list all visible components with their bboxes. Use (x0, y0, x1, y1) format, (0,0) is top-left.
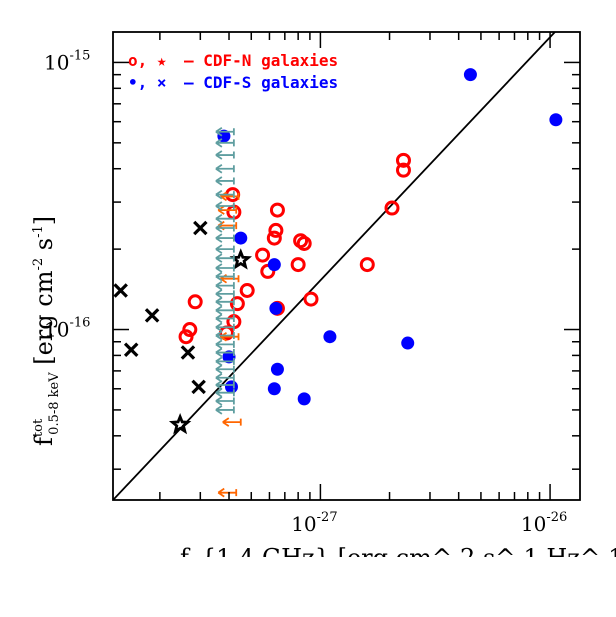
data-point-open-circle (229, 296, 245, 312)
data-point-cross (180, 345, 196, 360)
x-tick-label: 10-26 (521, 510, 567, 536)
data-point-open-circle (239, 282, 255, 298)
data-point-open-circle (255, 247, 271, 263)
data-point-upper-limit-arrow (215, 253, 235, 263)
data-point-upper-limit-arrow (215, 347, 235, 358)
data-point-upper-limit-arrow (215, 163, 235, 174)
data-point-upper-limit-arrow (215, 138, 235, 148)
x-tick-label: 10-27 (291, 510, 337, 536)
data-point-upper-limit-arrow (215, 372, 235, 383)
data-point-open-circle (395, 162, 411, 178)
tick-marks (113, 32, 580, 500)
y-axis-title: ftot0.5-8 keV [erg cm-2 s-1] (30, 216, 62, 446)
data-point-upper-limit-arrow (215, 330, 235, 341)
data-point-upper-limit-arrow (215, 364, 235, 374)
data-point-cross (123, 342, 139, 358)
data-point-upper-limit-arrow (215, 380, 235, 390)
data-point-upper-limit-arrow (222, 417, 242, 427)
data-point-upper-limit-arrow (215, 176, 235, 186)
data-point-upper-limit-arrow (215, 189, 235, 200)
y-axis-label: ftot0.5-8 keV [erg cm-2 s-1] (30, 216, 62, 446)
series-cdf-s-upper-limits (215, 127, 235, 415)
data-point-open-circle (266, 230, 282, 246)
legend: o, ★ – CDF-N galaxies •, × – CDF-S galaxies (128, 51, 338, 92)
axes (112, 31, 581, 501)
series-cdf-s-galaxies-stacked- (113, 220, 208, 395)
data-point-upper-limit-arrow (215, 233, 235, 243)
data-point-open-circle (395, 152, 411, 168)
data-point-open-circle (269, 202, 285, 218)
data-point-upper-limit-arrow (215, 356, 235, 367)
series-cdf-s-galaxies-detected- (217, 68, 563, 406)
data-point-open-circle (187, 294, 203, 310)
data-point-upper-limit-arrow (215, 213, 235, 224)
data-point-filled-circle (549, 113, 563, 127)
data-point-upper-limit-arrow (215, 263, 235, 273)
data-point-filled-circle (222, 350, 236, 364)
legend-markers: •, × (128, 73, 167, 92)
series-cdf-n-upper-limits (217, 191, 242, 498)
data-point-upper-limit-arrow (215, 339, 235, 350)
series-cdf-n-galaxies-stacked- (168, 248, 252, 435)
series-cdf-n-galaxies-detected- (178, 152, 411, 345)
data-point-upper-limit-arrow (217, 205, 238, 215)
data-point-upper-limit-arrow (217, 220, 238, 231)
data-point-open-circle (384, 200, 400, 216)
plot-area (113, 32, 563, 500)
data-point-upper-limit-arrow (215, 387, 235, 398)
data-point-upper-limit-arrow (220, 273, 240, 284)
x-axis-title: f_{1.4 GHz} [erg cm^-2 s^-1 Hz^-1] (180, 544, 616, 572)
data-point-open-circle (182, 322, 198, 338)
data-point-filled-circle (224, 380, 238, 394)
legend-entry: – CDF-N galaxies (184, 51, 338, 70)
data-point-open-circle (296, 235, 312, 251)
data-point-upper-limit-arrow (215, 396, 235, 406)
data-point-cross (113, 283, 128, 298)
y-tick-label: 10-15 (44, 48, 90, 74)
data-point-filled-circle (463, 68, 477, 82)
data-point-cross (193, 220, 208, 236)
data-point-open-circle (268, 222, 284, 238)
data-point-cross (144, 308, 160, 323)
data-point-upper-limit-arrow (215, 297, 235, 307)
data-point-filled-circle (401, 336, 415, 350)
x-axis-label: f_{1.4 GHz} [erg cm^-2 s^-1 Hz^-1] (180, 544, 616, 572)
data-point-upper-limit-arrow (217, 487, 238, 498)
data-point-filled-circle (267, 382, 281, 396)
data-point-open-circle (260, 263, 276, 279)
data-point-upper-limit-arrow (215, 201, 235, 211)
plot-frame (112, 31, 581, 501)
data-point-filled-circle (234, 231, 248, 245)
data-point-upper-limit-arrow (215, 289, 235, 299)
data-point-upper-limit-arrow (215, 223, 235, 233)
data-point-upper-limit-arrow (215, 322, 235, 332)
data-point-upper-limit-arrow (215, 244, 235, 254)
data-point-star (229, 248, 252, 270)
legend-markers: o, ★ (128, 51, 167, 70)
data-point-star (168, 412, 192, 435)
data-point-upper-limit-arrow (215, 127, 235, 137)
data-point-filled-circle (323, 330, 337, 344)
data-point-upper-limit-arrow (215, 313, 235, 324)
data-point-upper-limit-arrow (220, 191, 240, 202)
legend-entry: – CDF-S galaxies (184, 73, 338, 92)
data-point-open-circle (303, 291, 319, 307)
data-point-upper-limit-arrow (220, 331, 240, 342)
data-point-upper-limit-arrow (215, 271, 235, 282)
data-point-open-circle (178, 329, 194, 345)
data-point-open-circle (359, 257, 375, 273)
data-point-upper-limit-arrow (215, 405, 235, 415)
data-point-upper-limit-arrow (215, 305, 235, 316)
data-point-upper-limit-arrow (215, 280, 235, 291)
data-point-filled-circle (267, 258, 281, 272)
data-point-open-circle (290, 257, 306, 273)
data-point-filled-circle (270, 362, 284, 376)
data-point-upper-limit-arrow (215, 150, 235, 160)
data-point-cross (191, 379, 206, 395)
data-point-filled-circle (269, 301, 283, 315)
data-point-filled-circle (297, 392, 311, 406)
